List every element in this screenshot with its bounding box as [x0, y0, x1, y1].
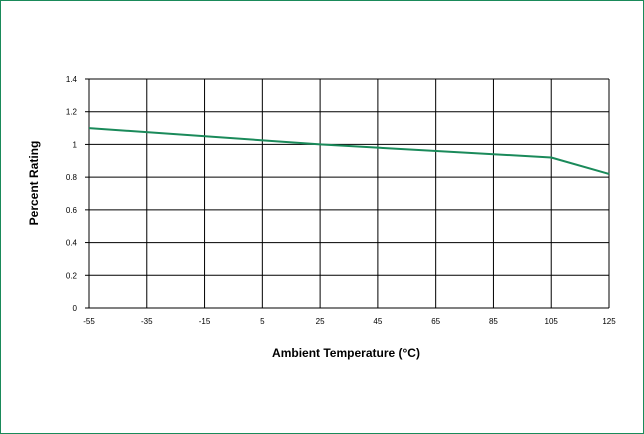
y-tick-label: 0.6	[66, 206, 78, 215]
x-tick-label: -35	[141, 317, 153, 326]
x-tick-label: 85	[489, 317, 498, 326]
x-tick-label: -55	[83, 317, 95, 326]
x-tick-label: 45	[373, 317, 382, 326]
y-tick-label: 0	[73, 304, 78, 313]
x-axis-title: Ambient Temperature (°C)	[272, 346, 420, 360]
x-tick-label: 65	[431, 317, 440, 326]
y-tick-label: 1.2	[66, 108, 78, 117]
y-tick-label: 0.8	[66, 173, 78, 182]
y-tick-labels: 0 0.2 0.4 0.6 0.8 1 1.2 1.4	[66, 75, 78, 313]
y-axis-title: Percent Rating	[27, 141, 41, 226]
series-layer	[88, 127, 610, 175]
series-line	[88, 127, 610, 175]
x-tick-label: 125	[602, 317, 616, 326]
grid	[85, 78, 610, 309]
x-tick-label: -15	[199, 317, 211, 326]
y-tick-label: 1.4	[66, 75, 78, 84]
y-tick-label: 0.2	[66, 271, 78, 280]
x-tick-label: 25	[316, 317, 325, 326]
x-tick-label: 5	[260, 317, 265, 326]
x-tick-label: 105	[545, 317, 559, 326]
x-tick-labels: -55 -35 -15 5 25 45 65 85 105 125	[83, 317, 616, 326]
y-tick-label: 0.4	[66, 239, 78, 248]
y-tick-label: 1	[73, 140, 78, 149]
